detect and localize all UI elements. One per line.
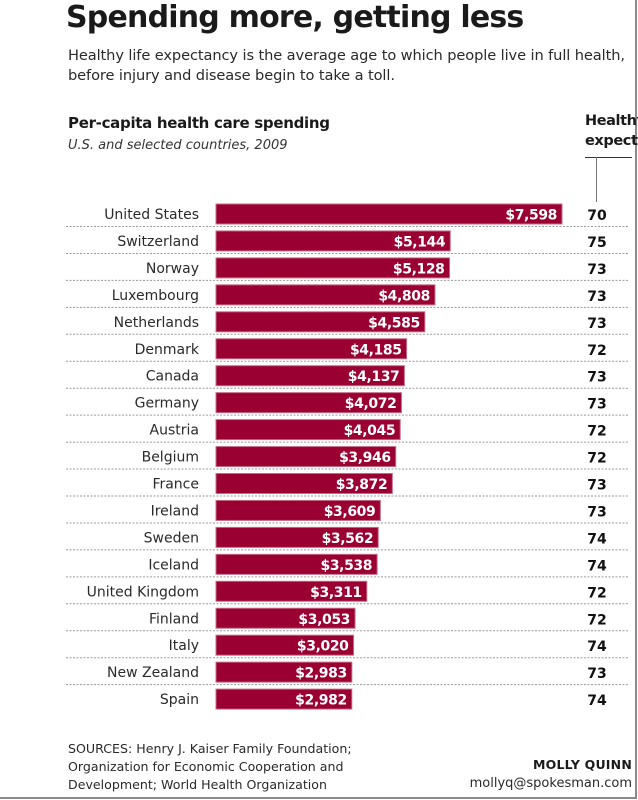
life-expectancy-header: Healthy life expectancy (585, 111, 638, 151)
life-expectancy-value: 73 (587, 316, 606, 332)
spending-bar (215, 311, 426, 333)
spending-bar (215, 607, 356, 629)
life-expectancy-value: 72 (587, 343, 606, 359)
country-label: Ireland (151, 503, 199, 519)
credit-email[interactable]: mollyq@spokesman.com (469, 776, 632, 791)
spending-value-label: $2,983 (295, 666, 347, 682)
frame-right-border (635, 0, 637, 798)
life-expectancy-value: 74 (587, 531, 607, 547)
spending-value-label: $4,185 (350, 342, 402, 358)
country-label: Switzerland (117, 234, 199, 250)
life-expectancy-leader-line (596, 157, 597, 202)
spending-bar (215, 499, 381, 521)
sources-line-3: Development; World Health Organization (68, 777, 327, 792)
country-label: United Kingdom (87, 584, 199, 600)
life-expectancy-value: 72 (587, 424, 606, 440)
life-expectancy-value: 72 (587, 451, 606, 467)
life-expectancy-value: 70 (587, 208, 607, 224)
country-label: Germany (135, 396, 199, 412)
spending-bar (215, 284, 436, 306)
spending-value-label: $3,946 (339, 450, 391, 466)
spending-value-label: $5,128 (393, 261, 445, 277)
spending-value-label: $3,609 (324, 504, 376, 520)
life-expectancy-value: 74 (587, 639, 607, 655)
spending-bar (215, 203, 563, 225)
spending-bar (215, 365, 405, 387)
intro-text: Healthy life expectancy is the average a… (68, 47, 625, 84)
life-expectancy-value: 74 (587, 693, 607, 709)
spending-value-label: $4,137 (348, 369, 400, 385)
country-label: Austria (150, 423, 199, 439)
spending-bar (215, 473, 393, 494)
country-label: Iceland (148, 557, 199, 573)
country-label: Italy (169, 638, 199, 654)
spending-bar (215, 392, 402, 414)
life-expectancy-value: 73 (587, 666, 606, 682)
country-label: Belgium (142, 450, 199, 466)
spending-value-label: $3,311 (310, 585, 362, 601)
spending-bar (215, 580, 368, 602)
life-expectancy-value: 73 (587, 289, 606, 305)
sources-line-2: Organization for Economic Cooperation an… (68, 759, 344, 774)
life-expectancy-header-line2: expectancy (585, 133, 638, 149)
life-expectancy-value: 73 (587, 397, 606, 413)
country-label: Norway (146, 261, 199, 277)
frame-bottom-border (0, 797, 637, 799)
country-label: New Zealand (107, 665, 199, 681)
life-expectancy-value: 72 (587, 612, 606, 628)
spending-value-label: $3,872 (336, 477, 388, 493)
life-expectancy-value: 73 (587, 262, 606, 278)
spending-bar (215, 419, 401, 441)
life-expectancy-value: 73 (587, 478, 606, 494)
credit-name: MOLLY QUINN (532, 757, 632, 772)
country-label: Denmark (135, 342, 200, 358)
graphic-title: Spending more, getting less (66, 0, 524, 35)
country-label: France (152, 477, 199, 493)
spending-value-label: $4,072 (345, 396, 397, 412)
spending-value-label: $7,598 (505, 208, 557, 224)
life-expectancy-value: 73 (587, 504, 606, 520)
credit-block: MOLLY QUINN mollyq@spokesman.com (470, 756, 632, 794)
chart-title: Per-capita health care spending (68, 114, 330, 132)
spending-bar (215, 688, 353, 710)
sources-note: SOURCES: Henry J. Kaiser Family Foundati… (68, 740, 398, 794)
spending-value-label: $3,020 (297, 639, 349, 655)
spending-bar (215, 446, 397, 468)
life-expectancy-value: 73 (587, 370, 606, 386)
spending-value-label: $4,585 (368, 315, 420, 331)
spending-bar (215, 257, 451, 279)
spending-bar (215, 661, 353, 683)
chart-subtitle: U.S. and selected countries, 2009 (68, 138, 288, 153)
country-label: Finland (149, 611, 199, 627)
spending-bar (215, 634, 355, 656)
spending-value-label: $5,144 (394, 234, 446, 250)
spending-bar (215, 230, 451, 252)
life-expectancy-value: 72 (587, 585, 606, 601)
life-expectancy-value: 74 (587, 558, 607, 574)
spending-bar (215, 553, 378, 575)
life-expectancy-header-rule (585, 157, 632, 158)
country-label: Luxembourg (112, 288, 199, 304)
spending-value-label: $2,982 (295, 693, 347, 709)
life-expectancy-header-line1: Healthy life (585, 113, 638, 129)
country-label: Canada (146, 369, 199, 385)
country-label: Sweden (144, 530, 199, 546)
spending-value-label: $4,045 (344, 423, 396, 439)
spending-value-label: $4,808 (378, 288, 430, 304)
spending-bar (215, 338, 408, 360)
country-label: Netherlands (114, 315, 199, 331)
life-expectancy-value: 75 (587, 235, 606, 251)
spending-value-label: $3,538 (320, 558, 372, 574)
spending-bar (215, 526, 379, 548)
sources-line-1: SOURCES: Henry J. Kaiser Family Foundati… (68, 741, 352, 756)
spending-value-label: $3,053 (298, 612, 350, 628)
country-label: United States (104, 207, 199, 223)
spending-value-label: $3,562 (322, 531, 374, 547)
country-label: Spain (160, 692, 199, 708)
